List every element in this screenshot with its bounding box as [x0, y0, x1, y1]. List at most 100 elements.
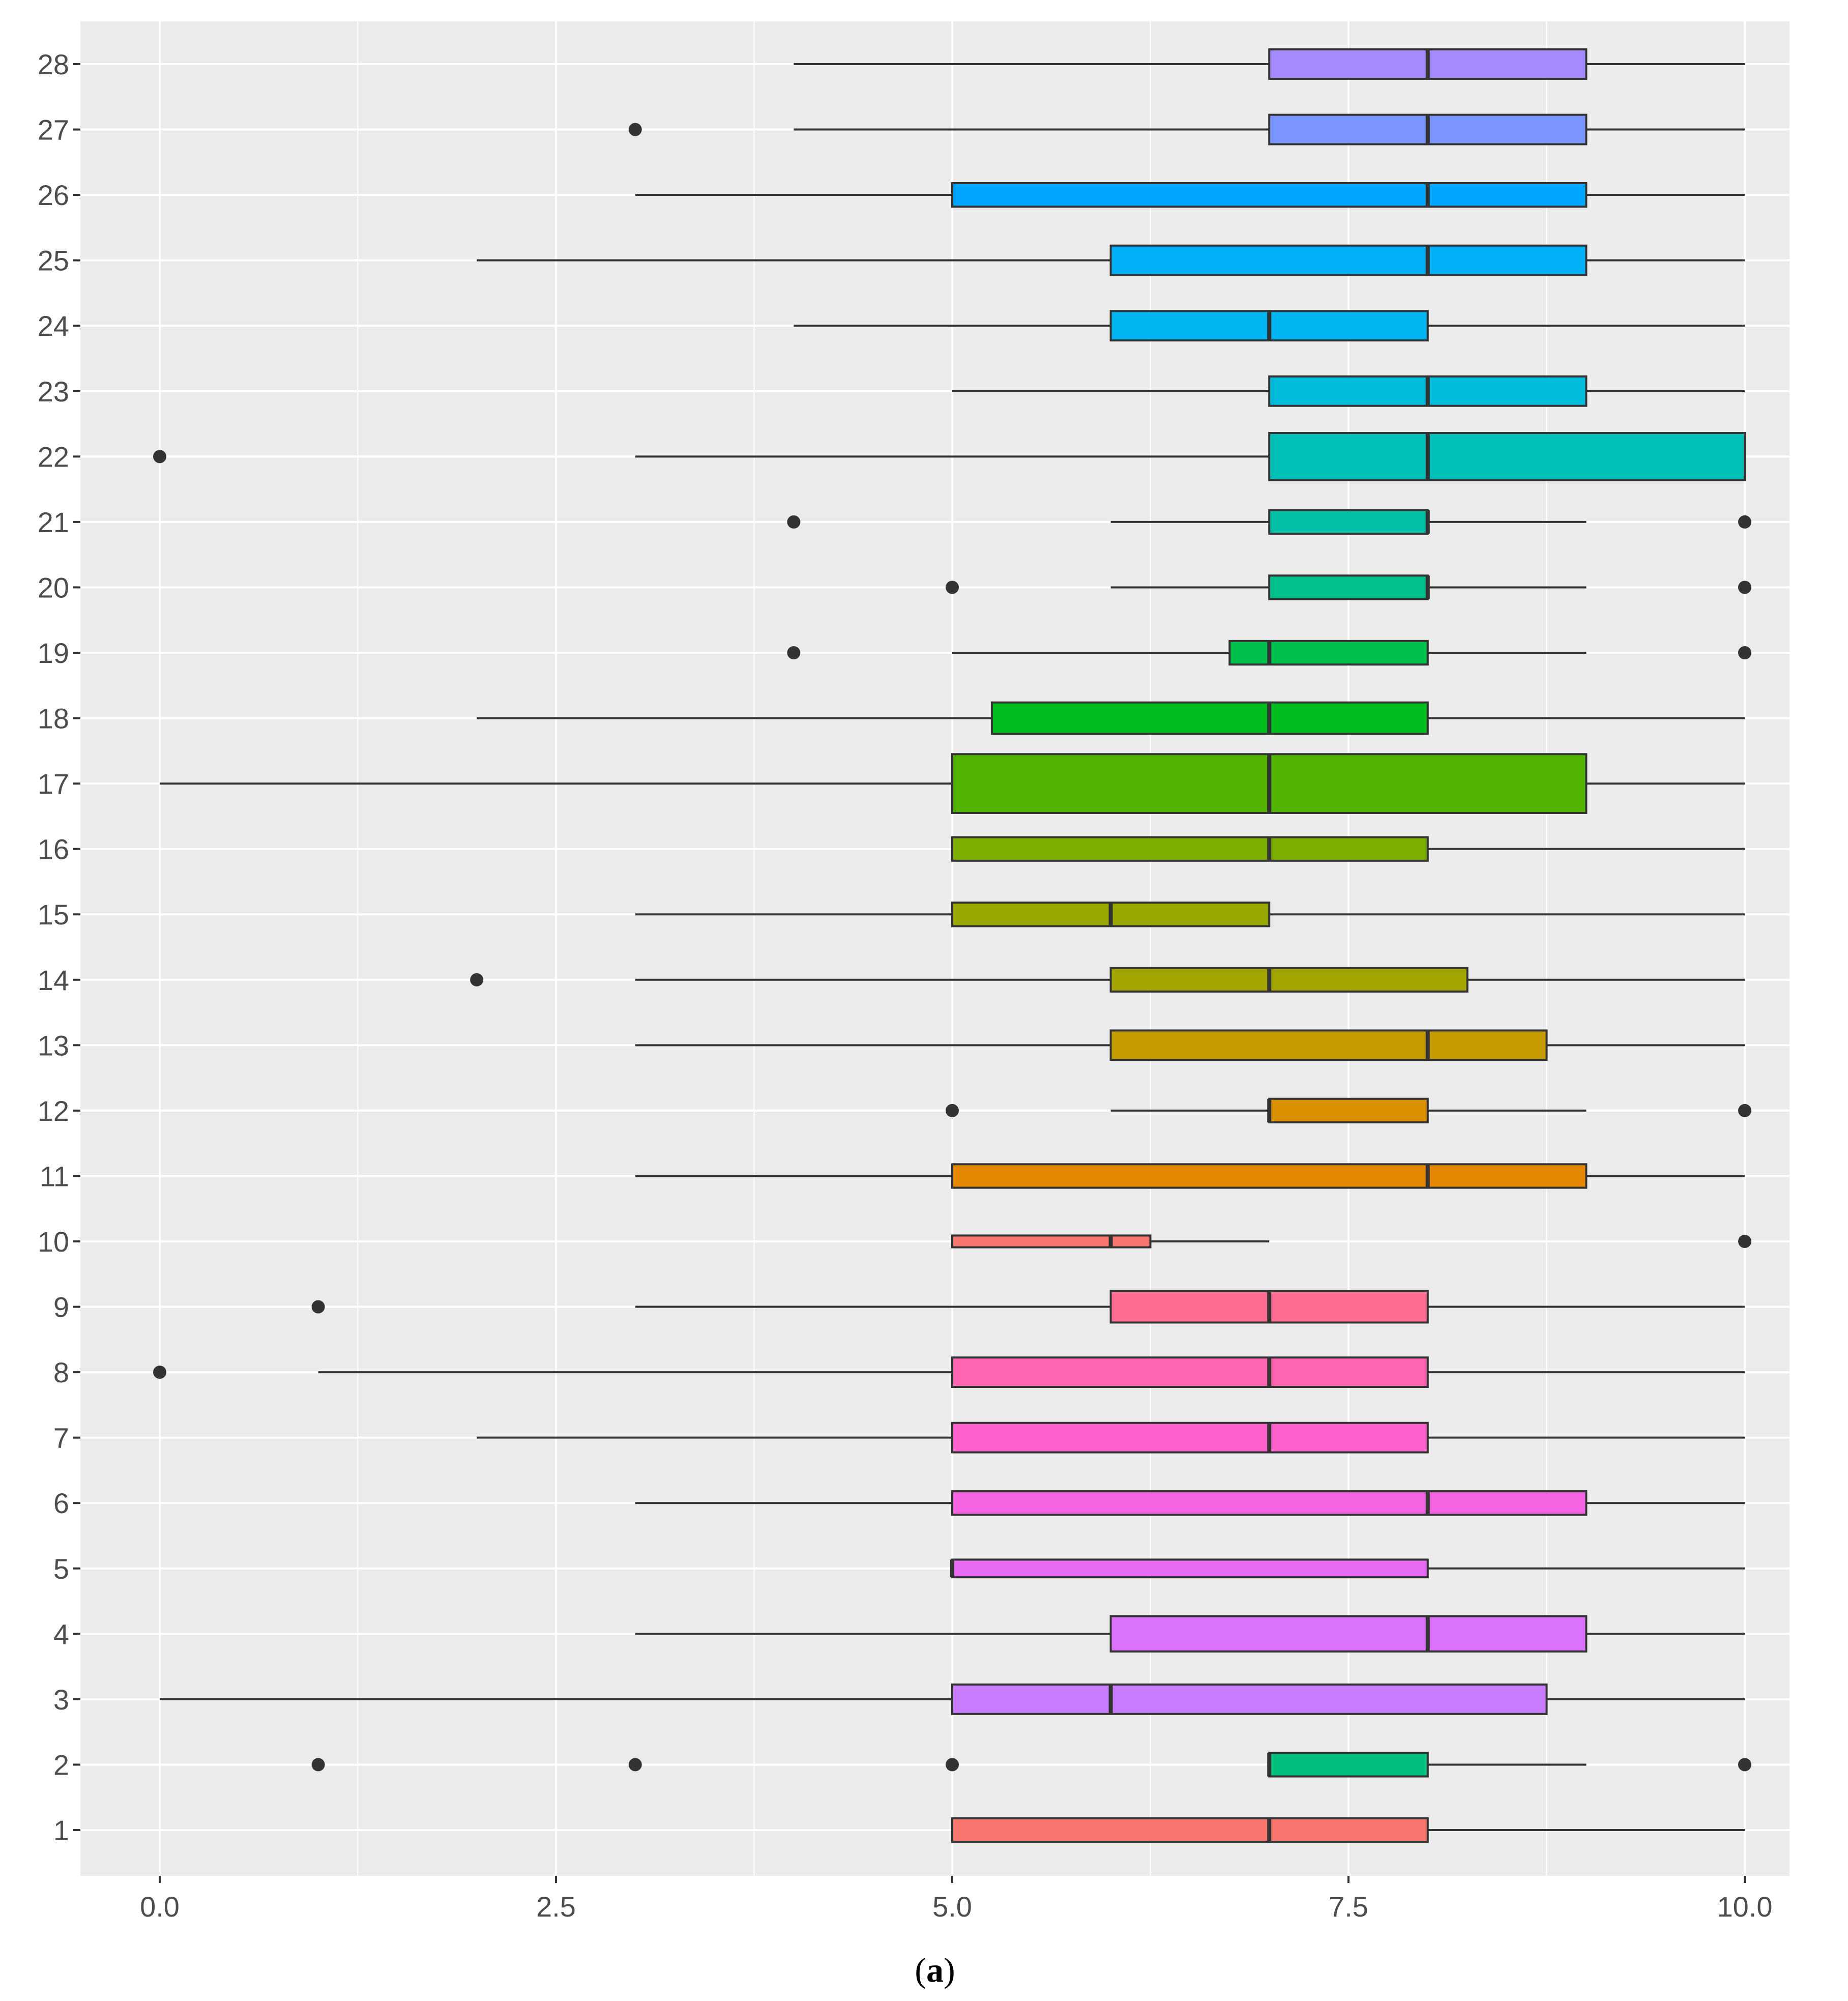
box-20 — [946, 574, 1751, 600]
box-23 — [952, 375, 1745, 407]
y-tick-label: 24 — [38, 310, 69, 342]
figure-caption: (a) — [915, 1951, 955, 1989]
y-tick-label: 10 — [38, 1226, 69, 1258]
box-2 — [311, 1752, 1751, 1778]
outlier-point — [153, 450, 166, 463]
box-7 — [477, 1422, 1745, 1454]
plot-panel — [80, 21, 1790, 1876]
outlier-point — [1738, 1758, 1751, 1772]
box-rect — [1228, 640, 1429, 666]
y-tick-label: 13 — [38, 1029, 69, 1061]
y-tick-label: 14 — [38, 964, 69, 996]
box-rect — [1268, 574, 1429, 600]
box-14 — [470, 967, 1745, 993]
box-11 — [635, 1163, 1745, 1189]
box-rect — [1268, 432, 1746, 481]
box-rect — [951, 1234, 1152, 1249]
y-tick-label: 11 — [40, 1160, 69, 1192]
box-5 — [950, 1558, 1745, 1579]
y-tick-label: 21 — [38, 506, 69, 538]
outlier-point — [787, 515, 801, 529]
box-8 — [153, 1356, 1745, 1388]
outlier-point — [628, 1758, 642, 1772]
box-rect — [951, 1422, 1429, 1454]
box-17 — [160, 753, 1745, 814]
outlier-point — [311, 1300, 325, 1314]
y-tick-label: 20 — [38, 571, 69, 603]
outlier-point — [153, 1366, 166, 1379]
box-rect — [951, 1817, 1429, 1843]
box-6 — [635, 1490, 1745, 1516]
box-15 — [635, 902, 1745, 927]
y-tick-label: 22 — [38, 441, 69, 473]
box-rect — [1109, 1029, 1548, 1061]
y-tick-label: 2 — [53, 1749, 69, 1781]
box-rect — [951, 1490, 1588, 1516]
x-tick-label: 10.0 — [1717, 1891, 1773, 1923]
box-9 — [311, 1290, 1745, 1324]
box-21 — [787, 509, 1751, 535]
box-22 — [153, 432, 1746, 481]
y-tick-label: 15 — [38, 898, 69, 931]
y-tick-label: 26 — [38, 179, 69, 211]
box-28 — [794, 48, 1745, 80]
box-rect — [1109, 244, 1588, 276]
y-tick-label: 5 — [53, 1553, 69, 1585]
outlier-point — [628, 123, 642, 136]
x-tick-label: 0.0 — [140, 1891, 180, 1923]
box-rect — [1109, 967, 1469, 993]
x-tick-label: 5.0 — [932, 1891, 972, 1923]
box-26 — [635, 182, 1745, 208]
box-rect — [951, 836, 1429, 862]
box-10 — [951, 1234, 1751, 1249]
outlier-point — [311, 1758, 325, 1772]
caption-letter: a — [926, 1951, 944, 1989]
y-tick-label: 4 — [53, 1618, 69, 1650]
y-tick-label: 8 — [53, 1356, 69, 1388]
y-tick-label: 28 — [38, 48, 69, 80]
outlier-point — [1738, 646, 1751, 659]
y-tick-label: 17 — [38, 768, 69, 800]
y-tick-label: 25 — [38, 245, 69, 277]
box-rect — [1268, 509, 1429, 535]
box-rect — [1109, 1615, 1588, 1653]
y-tick-label: 27 — [38, 114, 69, 146]
box-rect — [951, 1163, 1588, 1189]
box-18 — [477, 701, 1745, 735]
boxes-layer — [153, 48, 1751, 1843]
x-tick-label: 7.5 — [1329, 1891, 1368, 1923]
box-rect — [990, 701, 1429, 735]
y-tick-label: 6 — [53, 1487, 69, 1519]
caption-open: ( — [915, 1951, 926, 1989]
box-25 — [477, 244, 1745, 276]
box-19 — [787, 640, 1751, 666]
box-rect — [951, 1356, 1429, 1388]
box-13 — [635, 1029, 1745, 1061]
box-1 — [951, 1817, 1745, 1843]
outlier-point — [1738, 515, 1751, 529]
box-rect — [1268, 1097, 1429, 1124]
x-axis: 0.0 2.5 5.0 7.5 10.0 — [140, 1876, 1773, 1923]
outlier-point — [470, 973, 484, 987]
outlier-point — [1738, 1235, 1751, 1248]
y-tick-label: 23 — [38, 375, 69, 408]
y-tick-label: 16 — [38, 833, 69, 865]
box-rect — [1268, 1752, 1429, 1778]
outlier-point — [787, 646, 801, 659]
outlier-point — [946, 581, 959, 594]
y-tick-label: 9 — [53, 1291, 69, 1323]
outlier-point — [946, 1758, 959, 1772]
box-27 — [628, 113, 1745, 146]
box-3 — [160, 1683, 1745, 1715]
y-tick-label: 3 — [53, 1684, 69, 1716]
outlier-point — [1738, 581, 1751, 594]
box-rect — [951, 182, 1588, 208]
outlier-point — [946, 1104, 959, 1117]
box-4 — [635, 1615, 1745, 1653]
y-tick-label: 7 — [53, 1422, 69, 1454]
y-tick-label: 19 — [38, 637, 69, 669]
outlier-point — [1738, 1104, 1751, 1117]
y-axis: 1234567891011121314151617181920212223242… — [38, 48, 80, 1846]
box-rect — [951, 1683, 1548, 1715]
